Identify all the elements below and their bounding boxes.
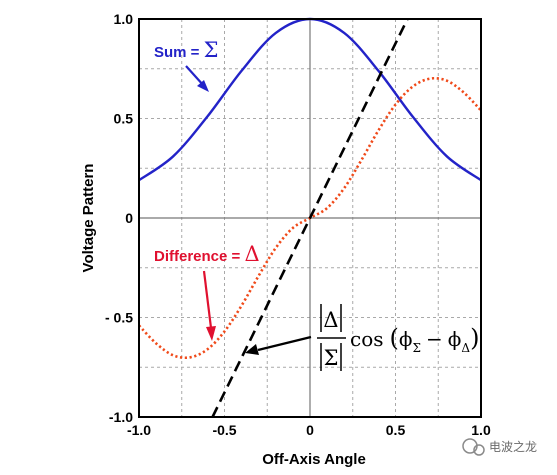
- sum-annotation-text: Sum =: [154, 44, 204, 61]
- formula-phi: ϕ: [399, 327, 413, 351]
- formula-numerator: Δ: [323, 308, 338, 332]
- watermark: 电波之龙: [462, 438, 537, 456]
- x-tick-label: 0.5: [386, 422, 406, 438]
- y-tick-label: 0.5: [114, 111, 134, 127]
- formula-open-paren: (: [390, 324, 399, 352]
- ratio-series-line: [211, 18, 409, 418]
- x-axis-label: Off-Axis Angle: [262, 451, 366, 468]
- formula-sub-sigma: Σ: [413, 341, 421, 355]
- difference-annotation-text: Difference =: [154, 248, 244, 265]
- plot-frame: [138, 18, 482, 418]
- tick-labels: -1.0 -0.5 0 0.5 1.0 1.0 0.5 0 - 0.5 -1.0: [105, 11, 491, 438]
- difference-pointer-arrow: [202, 270, 213, 329]
- ratio-formula: Δ Σ cos (ϕΣ − ϕΔ): [317, 304, 479, 371]
- formula-close-paren: ): [470, 324, 479, 352]
- formula-sub-delta: Δ: [461, 341, 470, 355]
- formula-phi: ϕ: [448, 327, 462, 351]
- x-tick-label: 0: [306, 422, 314, 438]
- sum-annotation: Sum = Σ: [154, 38, 218, 62]
- formula-pointer-arrow: [257, 335, 312, 352]
- difference-arrowhead: [206, 326, 216, 341]
- formula-minus: −: [426, 327, 443, 351]
- x-tick-label: 1.0: [471, 422, 491, 438]
- formula-arrowhead: [245, 344, 259, 355]
- sum-symbol: Σ: [204, 38, 219, 62]
- difference-annotation: Difference = Δ: [154, 242, 260, 266]
- formula-denominator: Σ: [324, 346, 339, 370]
- formula-cos: cos (ϕΣ − ϕΔ): [350, 324, 479, 355]
- difference-symbol: Δ: [244, 242, 259, 266]
- x-tick-label: -1.0: [127, 422, 151, 438]
- y-tick-label: 1.0: [114, 11, 134, 27]
- y-tick-label: - 0.5: [105, 310, 133, 326]
- watermark-text: 电波之龙: [489, 440, 537, 454]
- watermark-chat-icon: [473, 444, 485, 456]
- y-tick-label: -1.0: [109, 409, 133, 425]
- x-tick-label: -0.5: [212, 422, 236, 438]
- y-axis-label: Voltage Pattern: [80, 164, 97, 273]
- formula-cos-text: cos: [350, 327, 384, 351]
- y-tick-label: 0: [125, 210, 133, 226]
- sum-arrowhead: [197, 80, 209, 92]
